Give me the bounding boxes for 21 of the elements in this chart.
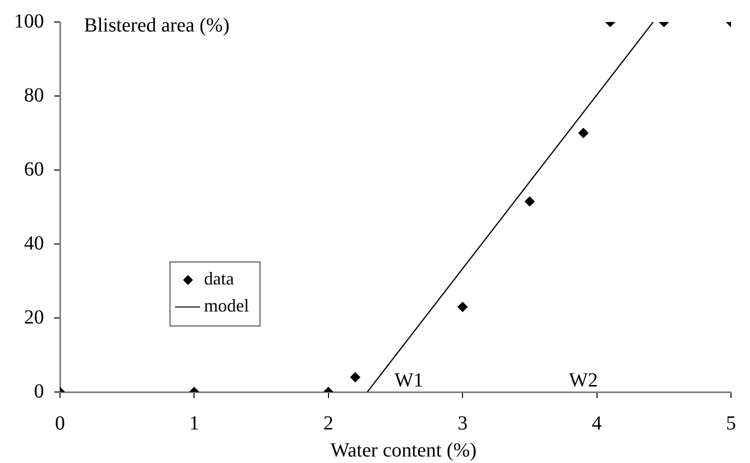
y-tick-label: 20 xyxy=(24,306,44,328)
annotation: W1 xyxy=(394,369,424,392)
x-tick-label: 5 xyxy=(726,412,736,434)
y-tick-label: 60 xyxy=(24,158,44,180)
x-tick-label: 2 xyxy=(323,412,334,434)
x-tick-label: 4 xyxy=(592,412,602,434)
x-axis-title: Water content (%) xyxy=(330,439,477,462)
y-tick-label: 0 xyxy=(34,380,44,402)
legend-label: data xyxy=(204,268,234,289)
y-axis-title: Blistered area (%) xyxy=(84,14,230,36)
y-tick-label: 100 xyxy=(14,10,44,32)
point xyxy=(458,302,468,312)
legend-label: model xyxy=(204,296,249,316)
x-tick-label: 0 xyxy=(55,412,65,434)
y-tick-label: 80 xyxy=(24,84,44,106)
x-tick-label: 1 xyxy=(189,412,200,434)
annotation: W2 xyxy=(568,369,598,392)
point xyxy=(524,196,535,206)
y-tick-label: 40 xyxy=(24,232,44,254)
point xyxy=(578,128,588,138)
x-tick-label: 3 xyxy=(458,412,468,434)
